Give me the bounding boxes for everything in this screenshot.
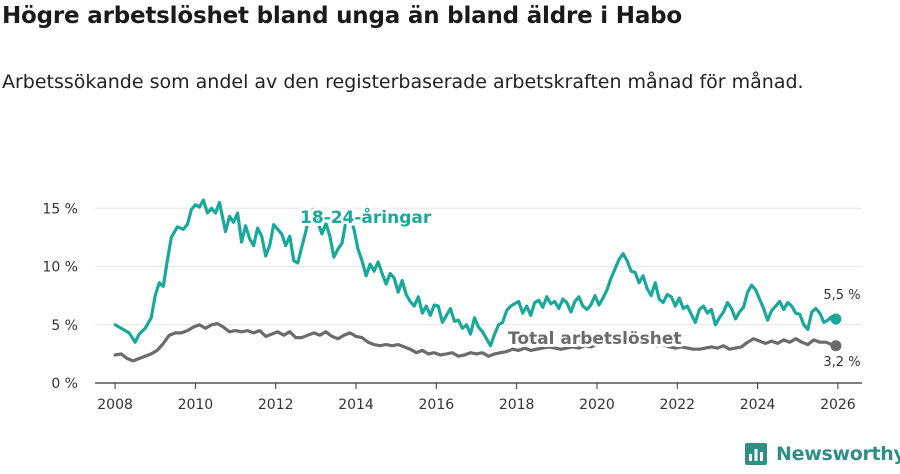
series-line-total <box>113 322 838 363</box>
chart-subtitle: Arbetssökande som andel av den registerb… <box>2 71 804 93</box>
x-tick-label: 2020 <box>579 397 615 413</box>
chart-title: Högre arbetslöshet bland unga än bland ä… <box>2 3 683 29</box>
x-tick-label: 2016 <box>419 397 455 413</box>
series-label-total-text: Total arbetslöshet <box>508 329 682 349</box>
end-label-youth: 5,5 % <box>823 288 860 303</box>
x-tick-label: 2010 <box>178 397 214 413</box>
newsworthy-logo-icon <box>745 443 767 465</box>
x-tick-label: 2024 <box>740 397 776 413</box>
end-label-total: 3,2 % <box>823 355 860 370</box>
series-label-youth-halo: 18-24-åringar <box>300 206 432 228</box>
y-tick-label: 5 % <box>51 318 78 334</box>
x-tick-label: 2012 <box>258 397 294 413</box>
end-point-youth <box>830 313 842 325</box>
end-point-total <box>830 340 842 352</box>
series-line-youth <box>113 198 838 348</box>
y-tick-label: 10 % <box>42 260 78 276</box>
series-layer <box>113 198 842 363</box>
x-tick-label: 2022 <box>659 397 695 413</box>
x-tick-label: 2018 <box>499 397 535 413</box>
x-axis: 2008 2010 2012 2014 2016 2018 2020 2022 2024 2026 <box>95 382 862 413</box>
x-tick-label: 2008 <box>97 397 133 413</box>
series-label-youth-text: 18-24-åringar <box>300 206 432 228</box>
brand-name: Newsworthy <box>776 443 900 465</box>
y-tick-label: 0 % <box>51 376 78 392</box>
y-tick-label: 15 % <box>42 201 78 217</box>
x-tick-label: 2014 <box>338 397 374 413</box>
y-axis: 0 % 5 % 10 % 15 % <box>42 201 862 392</box>
x-tick-label: 2026 <box>820 397 856 413</box>
brand-logo[interactable]: Newsworthy <box>744 442 900 466</box>
series-label-total-halo: Total arbetslöshet <box>508 329 682 349</box>
